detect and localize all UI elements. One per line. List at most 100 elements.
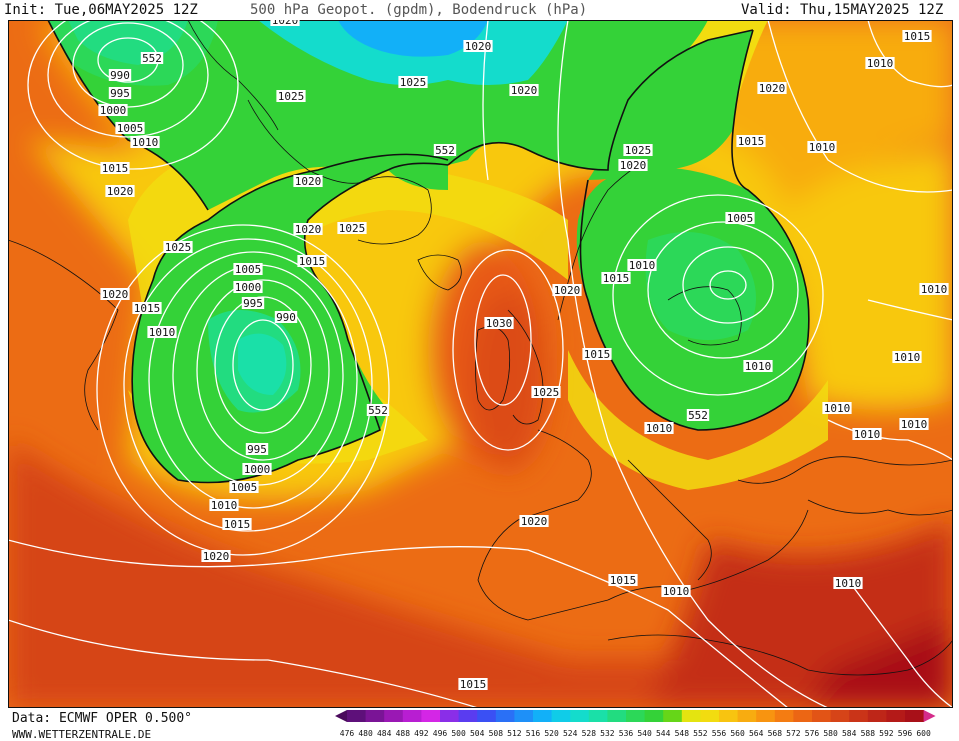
legend-tick-label: 560 [730,729,745,738]
isobar-label-bg [293,175,323,187]
isobar-label: 1015 [134,302,161,315]
isobar-label-bg [276,90,306,102]
isobar-label-bg [919,283,949,295]
isobar-label-bg [366,404,390,416]
isobar-label: 1025 [339,222,366,235]
isobar-label: 1020 [554,284,581,297]
legend-swatch [402,710,422,722]
isobar-label: 1005 [727,212,754,225]
isobar-label: 1025 [625,144,652,157]
isobar-label-bg [736,135,766,147]
header-bar: Init: Tue,06MAY2025 12Z 500 hPa Geopot. … [0,0,959,20]
isobar-label: 1020 [295,223,322,236]
isobar-label-bg [509,84,539,96]
legend-tick-label: 512 [507,729,522,738]
isobar-label-bg [902,30,932,42]
legend-swatch [849,710,869,722]
isobar-label-bg [552,284,582,296]
isobar-label: 990 [110,69,130,82]
isobar-label-bg [229,481,259,493]
legend-swatch [719,710,739,722]
isobar-label-bg [274,311,298,323]
legend-tick-label: 504 [470,729,485,738]
isobars [8,20,953,708]
coastlines [8,20,953,676]
isobar-label-bg [222,518,252,530]
legend-tick-label: 596 [898,729,913,738]
isobar-label-bg [108,87,132,99]
isobar-label: 1015 [603,272,630,285]
isobar-label: 1005 [235,263,262,276]
isobar-label-bg [601,272,631,284]
legend-tick-label: 484 [377,729,392,738]
legend-tick-label: 592 [879,729,894,738]
isobar-label-bg [233,281,263,293]
isobar-label: 1020 [465,40,492,53]
isobar-label: 1010 [867,57,894,70]
isobar-label-bg [852,428,882,440]
isobar-label: 1005 [117,122,144,135]
isobar-label-bg [140,52,164,64]
legend-tick-label: 568 [768,729,783,738]
legend-tick-label: 480 [358,729,373,738]
isobar-label-bg [582,348,612,360]
isobar-label-bg [743,360,773,372]
isobar-label: 1020 [759,82,786,95]
isobar-label-bg [627,259,657,271]
isobar-label-bg [608,574,638,586]
legend-swatch [812,710,832,722]
map-svg: 1020552990995100010051010101510201025102… [8,20,953,708]
isobar-label: 1025 [278,90,305,103]
isobar-label-bg [233,263,263,275]
map-title: 500 hPa Geopot. (gpdm), Bodendruck (hPa) [250,2,588,18]
isobar-label-bg [132,302,162,314]
isobar-label: 1030 [486,317,513,330]
isobar-label: 1010 [921,283,948,296]
isobar-label-bg [899,418,929,430]
legend-swatch [737,710,757,722]
isobar-label: 1010 [629,259,656,272]
legend-tick-label: 556 [712,729,727,738]
isobar-label-bg [130,136,160,148]
isobar-label: 1015 [738,135,765,148]
legend-swatch [365,710,385,722]
legend-swatch [830,710,850,722]
legend-tick-label: 488 [396,729,411,738]
contour-552 [47,20,810,484]
legend-swatch [570,710,590,722]
legend-tick-label: 532 [600,729,615,738]
legend-tick-label: 492 [414,729,429,738]
legend-swatch [440,710,460,722]
legend-swatch [867,710,887,722]
isobar-label-bg [245,443,269,455]
legend-tick-label: 576 [805,729,820,738]
isobar-label: 1010 [824,402,851,415]
legend-tick-label: 544 [656,729,671,738]
isobar-label: 1015 [610,574,637,587]
footer-bar: Data: ECMWF OPER 0.500° WWW.WETTERZENTRA… [0,708,959,741]
isobar-label-bg [433,144,457,156]
isobar-label-bg [98,104,128,116]
isobar-label: 1010 [211,499,238,512]
isobar-label-bg [297,255,327,267]
isobar-label: 1010 [132,136,159,149]
isobar-label: 990 [276,311,296,324]
isobar-label-bg [105,185,135,197]
isobar-label-bg [892,351,922,363]
legend-tick-label: 552 [693,729,708,738]
isobar-label: 1015 [224,518,251,531]
isobar-label: 552 [688,409,708,422]
isobar-label: 1010 [835,577,862,590]
isobar-label: 1025 [165,241,192,254]
isobar-label: 1020 [272,20,299,27]
isobar-label-bg [100,288,130,300]
isobar-label-bg [242,463,272,475]
legend-swatch [886,710,906,722]
isobar-label: 1020 [107,185,134,198]
isobar-label-bg [108,69,132,81]
legend-swatch [774,710,794,722]
legend-arrow-high [923,710,936,722]
isobar-label: 1020 [203,550,230,563]
legend-tick-label: 528 [582,729,597,738]
legend-tick-label: 496 [433,729,448,738]
